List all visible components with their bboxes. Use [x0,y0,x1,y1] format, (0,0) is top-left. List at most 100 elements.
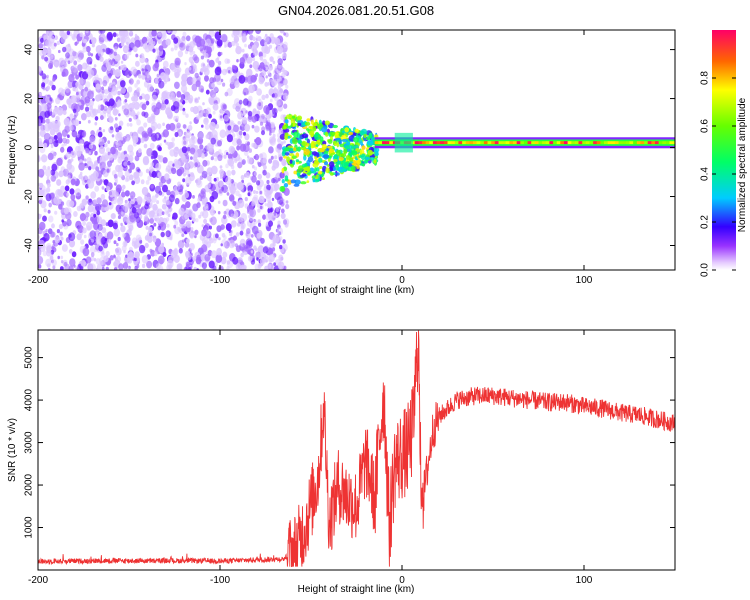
noise-blob [80,239,85,245]
noise-blob [209,121,216,131]
noise-blob [228,145,235,154]
noise-blob [277,137,281,143]
transition-blob [348,131,354,136]
noise-blob [206,142,214,151]
noise-blob [143,122,148,128]
chart-title: GN04.2026.081.20.51.G08 [278,3,434,18]
noise-blob [215,254,223,263]
x-tick-label: -200 [28,275,48,286]
noise-blob [190,147,196,155]
noise-blob [204,52,209,59]
noise-blob [226,192,230,196]
noise-blob [169,122,176,131]
noise-blob [277,177,281,182]
noise-blob [169,96,173,100]
noise-blob [249,64,253,69]
noise-blob [174,197,180,205]
noise-blob [39,182,44,189]
noise-blob [45,193,52,202]
noise-blob [116,242,119,247]
noise-blob [118,113,121,117]
noise-blob [220,243,223,247]
transition-blob [334,170,338,177]
noise-blob [162,157,168,164]
noise-blob [165,123,171,130]
noise-blob [204,117,209,123]
noise-blob [247,192,251,197]
noise-blob [258,117,263,123]
noise-blob [248,30,253,34]
transition-blob [329,131,336,136]
noise-blob [78,120,82,125]
noise-blob [242,39,245,43]
noise-blob [241,48,245,53]
transition-blob [310,119,314,125]
noise-blob [201,224,205,228]
noise-blob [241,160,245,166]
noise-blob [70,158,74,162]
noise-blob [49,255,54,261]
noise-blob [185,176,192,185]
transition-blob [349,157,354,162]
noise-blob [128,117,132,122]
noise-blob [64,86,71,93]
noise-blob [92,236,95,240]
noise-blob [269,129,272,134]
noise-blob [101,186,105,190]
noise-blob [156,144,161,151]
noise-blob [262,214,267,220]
noise-blob [121,191,126,198]
noise-blob [163,139,167,143]
noise-blob [156,217,160,224]
noise-blob [278,254,284,262]
noise-blob [173,37,179,44]
noise-blob [78,78,84,86]
noise-blob [219,51,223,56]
noise-blob [134,257,137,262]
noise-blob [61,46,67,53]
noise-blob [85,65,93,75]
noise-blob [53,42,57,47]
noise-blob [124,199,128,204]
noise-blob [51,84,56,91]
noise-blob [113,240,117,245]
noise-blob [100,33,106,41]
noise-blob [204,240,207,244]
noise-blob [268,254,275,262]
transition-blob [285,123,289,127]
noise-blob [272,107,278,115]
noise-blob [93,160,98,166]
noise-blob [104,89,109,95]
noise-blob [51,246,55,250]
noise-blob [253,190,256,194]
noise-blob [172,212,178,220]
noise-blob [165,167,169,173]
noise-blob [133,260,138,266]
noise-blob [133,46,138,53]
band-core [414,141,419,145]
noise-blob [176,122,181,129]
noise-blob [277,196,284,205]
noise-blob [259,258,266,265]
x-tick-label: -200 [28,575,48,586]
noise-blob [182,90,186,94]
noise-blob [82,220,86,226]
noise-blob [63,207,69,215]
noise-blob [96,108,101,114]
noise-blob [227,41,233,48]
noise-blob [237,121,241,125]
noise-blob [59,266,64,270]
colorbar-gradient [712,30,736,270]
noise-blob [207,175,212,182]
noise-blob [165,231,169,237]
noise-blob [222,104,227,110]
noise-blob [265,93,269,99]
noise-blob [68,232,76,242]
band-core [469,141,474,145]
band-core [458,141,463,145]
transition-blob [370,157,375,161]
noise-blob [273,262,276,266]
noise-blob [54,106,59,112]
noise-blob [262,157,268,164]
noise-blob [226,266,230,270]
